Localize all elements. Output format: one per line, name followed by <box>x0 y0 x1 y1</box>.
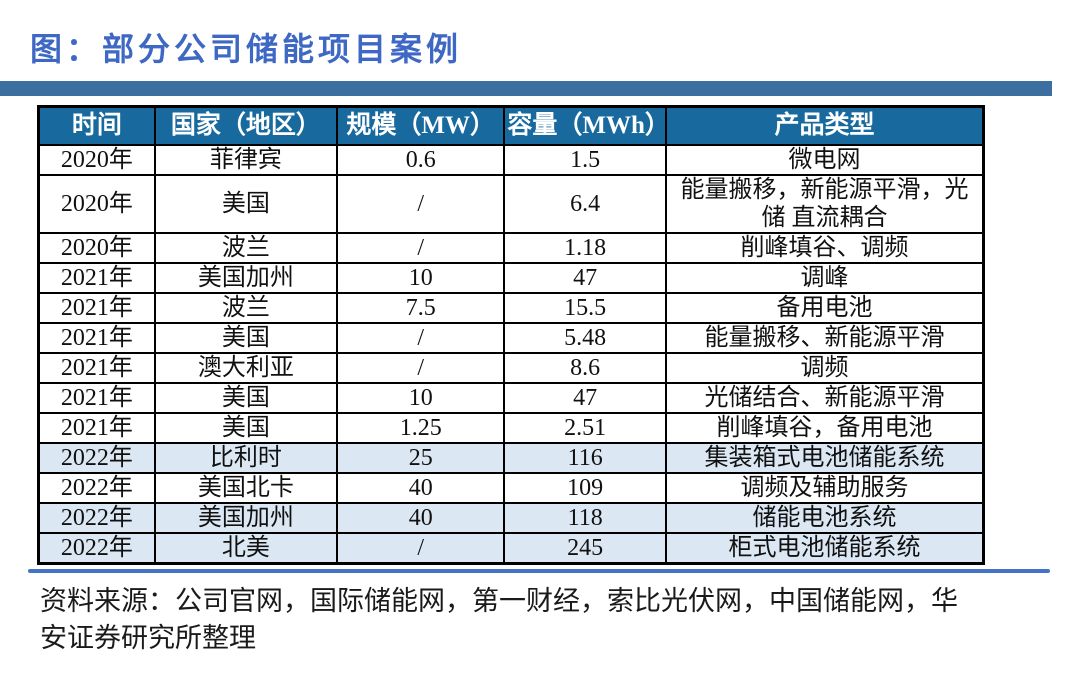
cell-capacity: 116 <box>503 442 667 474</box>
cell-country: 菲律宾 <box>153 144 339 176</box>
cell-product: 备用电池 <box>664 292 985 324</box>
cell-time: 2022年 <box>37 442 156 474</box>
cell-capacity: 1.5 <box>503 144 667 176</box>
cell-time: 2021年 <box>37 352 156 384</box>
title-divider-bar <box>0 81 1052 96</box>
table-row: 2020年 菲律宾 0.6 1.5 微电网 <box>37 144 985 176</box>
table-body: 2020年 菲律宾 0.6 1.5 微电网 2020年 美国/6.4 能量搬移，新能源平滑，光… <box>37 144 985 565</box>
cell-capacity: 15.5 <box>503 292 667 324</box>
cell-time: 2021年 <box>37 262 156 294</box>
cell-time: 2020年 <box>37 174 156 234</box>
cell-time: 2021年 <box>37 292 156 324</box>
cell-scale: / <box>336 322 506 354</box>
table-row: 2021年 美国/5.48 能量搬移、新能源平滑 <box>37 322 985 354</box>
cell-time: 2021年 <box>37 382 156 414</box>
cell-capacity: 2.51 <box>503 412 667 444</box>
cell-scale: 7.5 <box>336 292 506 324</box>
cell-product: 微电网 <box>664 144 985 176</box>
cell-scale: 10 <box>336 382 506 414</box>
cell-product: 储能电池系统 <box>664 502 985 534</box>
header-product: 产品类型 <box>664 105 985 146</box>
cell-time: 2021年 <box>37 412 156 444</box>
cell-scale: 40 <box>336 472 506 504</box>
cell-country: 波兰 <box>153 232 339 264</box>
cell-capacity: 47 <box>503 262 667 294</box>
cell-product: 柜式电池储能系统 <box>664 532 985 565</box>
header-scale: 规模（MW） <box>336 105 506 146</box>
cell-product: 集装箱式电池储能系统 <box>664 442 985 474</box>
cell-time: 2020年 <box>37 144 156 176</box>
table-row: 2022年 北美/245 柜式电池储能系统 <box>37 532 985 565</box>
storage-projects-table: 时间 国家（地区） 规模（MW） 容量（MWh） 产品类型 2020年 菲律宾 0.… <box>37 105 985 565</box>
cell-scale: 1.25 <box>336 412 506 444</box>
header-time: 时间 <box>37 105 156 146</box>
table-row: 2022年 比利时 25 116 集装箱式电池储能系统 <box>37 442 985 474</box>
table-header-row: 时间 国家（地区） 规模（MW） 容量（MWh） 产品类型 <box>37 105 985 146</box>
table-row: 2020年 波兰/1.18 削峰填谷、调频 <box>37 232 985 264</box>
cell-scale: / <box>336 532 506 565</box>
cell-scale: 40 <box>336 502 506 534</box>
cell-capacity: 6.4 <box>503 174 667 234</box>
cell-time: 2022年 <box>37 502 156 534</box>
cell-country: 比利时 <box>153 442 339 474</box>
cell-country: 美国 <box>153 382 339 414</box>
cell-time: 2022年 <box>37 472 156 504</box>
cell-capacity: 118 <box>503 502 667 534</box>
cell-country: 澳大利亚 <box>153 352 339 384</box>
cell-product: 能量搬移，新能源平滑，光储 直流耦合 <box>664 174 985 234</box>
cell-product: 调频及辅助服务 <box>664 472 985 504</box>
cell-scale: 10 <box>336 262 506 294</box>
cell-country: 美国 <box>153 322 339 354</box>
cell-product: 调峰 <box>664 262 985 294</box>
cell-capacity: 109 <box>503 472 667 504</box>
cell-scale: 25 <box>336 442 506 474</box>
cell-product: 光储结合、新能源平滑 <box>664 382 985 414</box>
cell-capacity: 8.6 <box>503 352 667 384</box>
table-row: 2021年 澳大利亚/8.6 调频 <box>37 352 985 384</box>
cell-capacity: 1.18 <box>503 232 667 264</box>
cell-time: 2020年 <box>37 232 156 264</box>
source-note: 资料来源：公司官网，国际储能网，第一财经，索比光伏网，中国储能网，华安证券研究所… <box>40 586 958 654</box>
cell-product: 调频 <box>664 352 985 384</box>
cell-product: 削峰填谷、调频 <box>664 232 985 264</box>
footer-divider-line <box>28 569 1050 573</box>
cell-scale: / <box>336 174 506 234</box>
cell-country: 美国加州 <box>153 502 339 534</box>
cell-country: 美国北卡 <box>153 472 339 504</box>
table-row: 2021年 美国 10 47 光储结合、新能源平滑 <box>37 382 985 414</box>
table-row: 2021年 美国 1.25 2.51 削峰填谷，备用电池 <box>37 412 985 444</box>
table-row: 2020年 美国/6.4 能量搬移，新能源平滑，光储 直流耦合 <box>37 174 985 234</box>
cell-product: 削峰填谷，备用电池 <box>664 412 985 444</box>
cell-capacity: 47 <box>503 382 667 414</box>
cell-country: 波兰 <box>153 292 339 324</box>
header-country: 国家（地区） <box>153 105 339 146</box>
table-row: 2022年 美国加州 40 118 储能电池系统 <box>37 502 985 534</box>
cell-product: 能量搬移、新能源平滑 <box>664 322 985 354</box>
cell-country: 北美 <box>153 532 339 565</box>
header-capacity: 容量（MWh） <box>503 105 667 146</box>
table-row: 2021年 美国加州 10 47 调峰 <box>37 262 985 294</box>
cell-scale: / <box>336 352 506 384</box>
table-row: 2022年 美国北卡 40 109 调频及辅助服务 <box>37 472 985 504</box>
cell-time: 2021年 <box>37 322 156 354</box>
cell-country: 美国 <box>153 412 339 444</box>
figure-title: 图：部分公司储能项目案例 <box>30 31 463 67</box>
cell-scale: 0.6 <box>336 144 506 176</box>
cell-capacity: 5.48 <box>503 322 667 354</box>
cell-time: 2022年 <box>37 532 156 565</box>
table-row: 2021年 波兰 7.5 15.5 备用电池 <box>37 292 985 324</box>
cell-country: 美国 <box>153 174 339 234</box>
cell-scale: / <box>336 232 506 264</box>
cell-capacity: 245 <box>503 532 667 565</box>
cell-country: 美国加州 <box>153 262 339 294</box>
